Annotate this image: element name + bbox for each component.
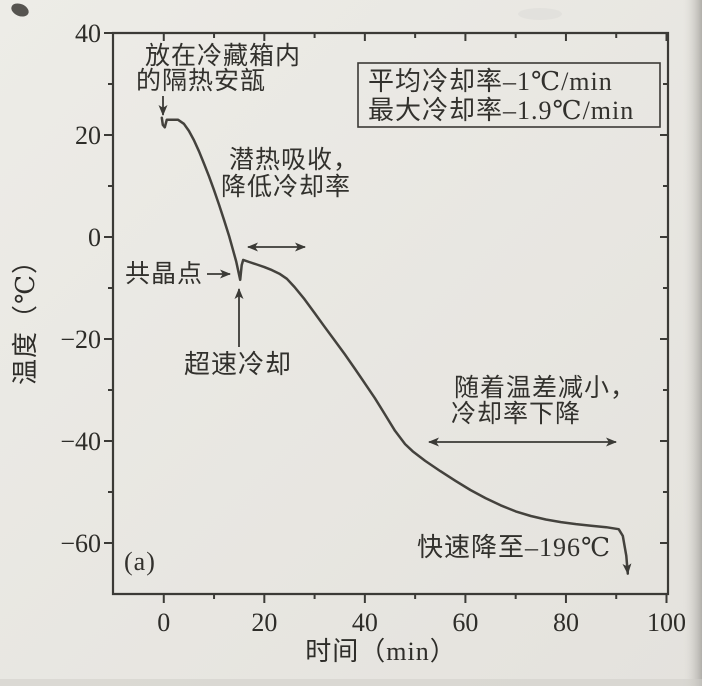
y-tick-label: 20 (75, 121, 101, 150)
y-tick-label: 40 (75, 19, 101, 48)
avg-cooling-rate-text: 平均冷却率–1℃/min (368, 67, 613, 96)
eutectic-text: 共晶点 (125, 260, 203, 288)
y-tick-label: −40 (60, 427, 101, 456)
annotation-latent-heat: 潜热吸收， 降低冷却率 (221, 146, 359, 252)
scan-smudge-faint (518, 8, 562, 20)
axis-ticks (104, 32, 668, 603)
annotation-supercool: 超速冷却 (184, 288, 292, 379)
annotation-ampoule: 放在冷藏箱内 的隔热安瓿 (136, 42, 301, 116)
latent-text-line2: 降低冷却率 (221, 173, 351, 201)
ampoule-text-line2: 的隔热安瓿 (136, 67, 266, 95)
x-tick-label: 80 (553, 608, 579, 637)
y-tick-label: 0 (88, 223, 101, 252)
x-tick-label: 20 (251, 608, 277, 637)
page-bottom-shadow (0, 679, 702, 686)
y-axis-title: 温度（℃） (11, 247, 40, 385)
x-axis-title: 时间（min） (305, 637, 456, 666)
cooling-curve-line (160, 116, 632, 575)
ampoule-text-line1: 放在冷藏箱内 (145, 42, 301, 70)
y-tick-label: −20 (60, 325, 101, 354)
scan-smudge (11, 3, 29, 17)
x-tick-label: 0 (157, 608, 170, 637)
axis-tick-labels: 0 20 40 60 80 100 40 20 0 −20 −40 −60 (60, 19, 686, 637)
supercool-text: 超速冷却 (184, 350, 292, 379)
tempdiff-text-line2: 冷却率下降 (451, 400, 581, 428)
tempdiff-text-line1: 随着温差减小， (454, 374, 636, 402)
annotation-eutectic: 共晶点 (125, 260, 231, 288)
annotation-tempdiff: 随着温差减小， 冷却率下降 (428, 374, 636, 447)
x-tick-label: 100 (647, 608, 686, 637)
plunge-text: 快速降至–196℃ (417, 533, 611, 562)
max-cooling-rate-text: 最大冷却率–1.9℃/min (368, 96, 634, 125)
x-tick-label: 60 (452, 608, 478, 637)
cooling-rate-box: 平均冷却率–1℃/min 最大冷却率–1.9℃/min (357, 62, 661, 128)
axes-frame (111, 31, 670, 596)
x-tick-label: 40 (352, 608, 378, 637)
cooling-rate-box-border (357, 62, 661, 128)
latent-text-line1: 潜热吸收， (229, 146, 359, 174)
y-tick-label: −60 (60, 529, 101, 558)
panel-label: (a) (124, 547, 156, 576)
page-edge-shadow (682, 0, 702, 686)
